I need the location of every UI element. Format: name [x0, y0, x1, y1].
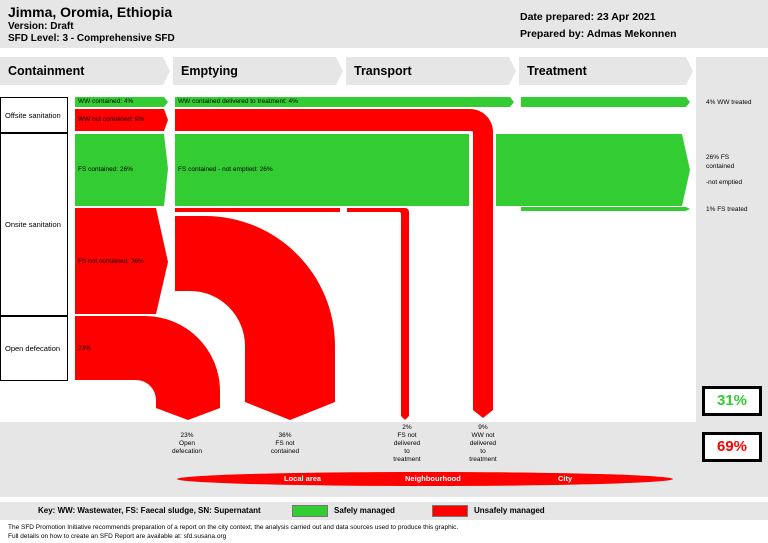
label-ww-contained-delivered: WW contained delivered to treatment: 4% — [178, 98, 298, 105]
bottom-fs-not-contained: 36% FS not contained — [263, 432, 307, 456]
bottom-fs-not-delivered: 2% FS not delivered to treatment — [385, 424, 429, 464]
label-ww-not-contained: WW not contained: 9% — [78, 116, 145, 123]
bottom-od-line1: Open — [179, 440, 195, 447]
header: Jimma, Oromia, Ethiopia Version: Draft S… — [0, 0, 768, 48]
bottom-open-defecation: 23% Open defecation — [165, 432, 209, 456]
flow-ww-contained — [75, 97, 168, 107]
summary-column — [696, 57, 768, 497]
bottom-fsnd-line1: FS not — [397, 432, 417, 439]
flow-fs-contained-not-emptied — [175, 134, 469, 206]
stage-arrow-transport — [346, 57, 516, 85]
prepared-by: Prepared by: Admas Mekonnen — [520, 28, 677, 40]
sfd-level-label: SFD Level: 3 - Comprehensive SFD — [8, 33, 175, 44]
right-fs-treated: 1% FS treated — [706, 206, 748, 213]
bottom-wwnd-line1: WW not — [471, 432, 495, 439]
key-safe-label: Safely managed — [334, 506, 395, 515]
flow-fs-treated — [521, 207, 690, 211]
right-ww-treated: 4% WW treated — [706, 99, 752, 106]
area-local: Local area — [284, 474, 322, 483]
row-open-defecation: Open defecation — [0, 316, 68, 381]
footer-line1: The SFD Promotion Initiative recommends … — [8, 524, 459, 531]
area-city: City — [558, 474, 573, 483]
flow-fs-contained — [75, 134, 168, 206]
stage-arrow-emptying — [173, 57, 343, 85]
date-prepared: Date prepared: 23 Apr 2021 — [520, 11, 656, 23]
right-fs-contained-1: 26% FS — [706, 154, 730, 161]
label-fs-not-contained: FS not contained: 36% — [78, 258, 144, 265]
key-unsafe-label: Unsafely managed — [474, 506, 545, 515]
bottom-fsnd-line4: treatment — [393, 456, 421, 463]
bottom-fsnc-line1: FS not — [275, 440, 295, 447]
stage-treatment: Treatment — [527, 64, 587, 78]
flow-fs-emptied — [175, 208, 340, 212]
version-label: Version: Draft — [8, 21, 74, 32]
unsafe-percent: 69% — [702, 432, 762, 462]
key-text: Key: WW: Wastewater, FS: Faecal sludge, … — [38, 506, 261, 515]
bottom-fsnc-pct: 36% — [278, 432, 292, 439]
bottom-fsnd-pct: 2% — [402, 424, 412, 431]
flow-fs-not-contained — [75, 208, 168, 314]
label-ww-contained: WW contained: 4% — [78, 98, 134, 105]
key-safe-swatch — [292, 505, 328, 517]
right-fs-contained-3: -not emptied — [706, 179, 743, 186]
bottom-od-line2: defecation — [172, 448, 202, 455]
bottom-od-pct: 23% — [180, 432, 194, 439]
city-title: Jimma, Oromia, Ethiopia — [8, 4, 173, 20]
area-neighbourhood: Neighbourhood — [405, 474, 461, 483]
stage-containment: Containment — [8, 64, 85, 78]
bottom-fsnd-line3: to — [404, 448, 410, 455]
stage-transport: Transport — [354, 64, 412, 78]
flow-open-defecation — [75, 316, 220, 420]
bottom-wwnd-pct: 9% — [478, 424, 488, 431]
stage-emptying: Emptying — [181, 64, 238, 78]
flow-ww-treated — [521, 97, 690, 107]
flow-fs-not-delivered — [347, 208, 409, 420]
bottom-band — [0, 422, 696, 497]
bottom-fsnc-line2: contained — [270, 448, 300, 455]
label-open-defecation: 23% — [78, 345, 92, 352]
bottom-ww-not-delivered: 9% WW not delivered to treatment — [461, 424, 505, 464]
key-unsafe-swatch — [432, 505, 468, 517]
bottom-wwnd-line4: treatment — [469, 456, 497, 463]
label-fs-contained: FS contained: 26% — [78, 166, 133, 173]
safe-percent: 31% — [702, 386, 762, 416]
flow-fs-not-contained-curve — [175, 216, 335, 420]
flow-ww-not-contained — [75, 109, 168, 131]
bottom-fsnd-line2: delivered — [393, 440, 421, 447]
bottom-wwnd-line2: delivered — [469, 440, 497, 447]
footer-line2: Full details on how to create an SFD Rep… — [8, 533, 227, 540]
row-onsite: Onsite sanitation — [0, 133, 68, 316]
row-offsite: Offsite sanitation — [0, 97, 68, 133]
stage-arrow-containment — [0, 57, 170, 85]
stage-arrow-treatment — [519, 57, 693, 85]
area-ellipse — [177, 472, 673, 486]
flow-fs-not-emptied-end — [496, 134, 690, 206]
right-fs-contained-2: contained — [706, 163, 735, 170]
flow-ww-delivered — [175, 97, 514, 107]
bottom-wwnd-line3: to — [480, 448, 486, 455]
key-bar — [0, 502, 768, 520]
label-fs-contained-not-emptied: FS contained - not emptied: 26% — [178, 166, 273, 173]
